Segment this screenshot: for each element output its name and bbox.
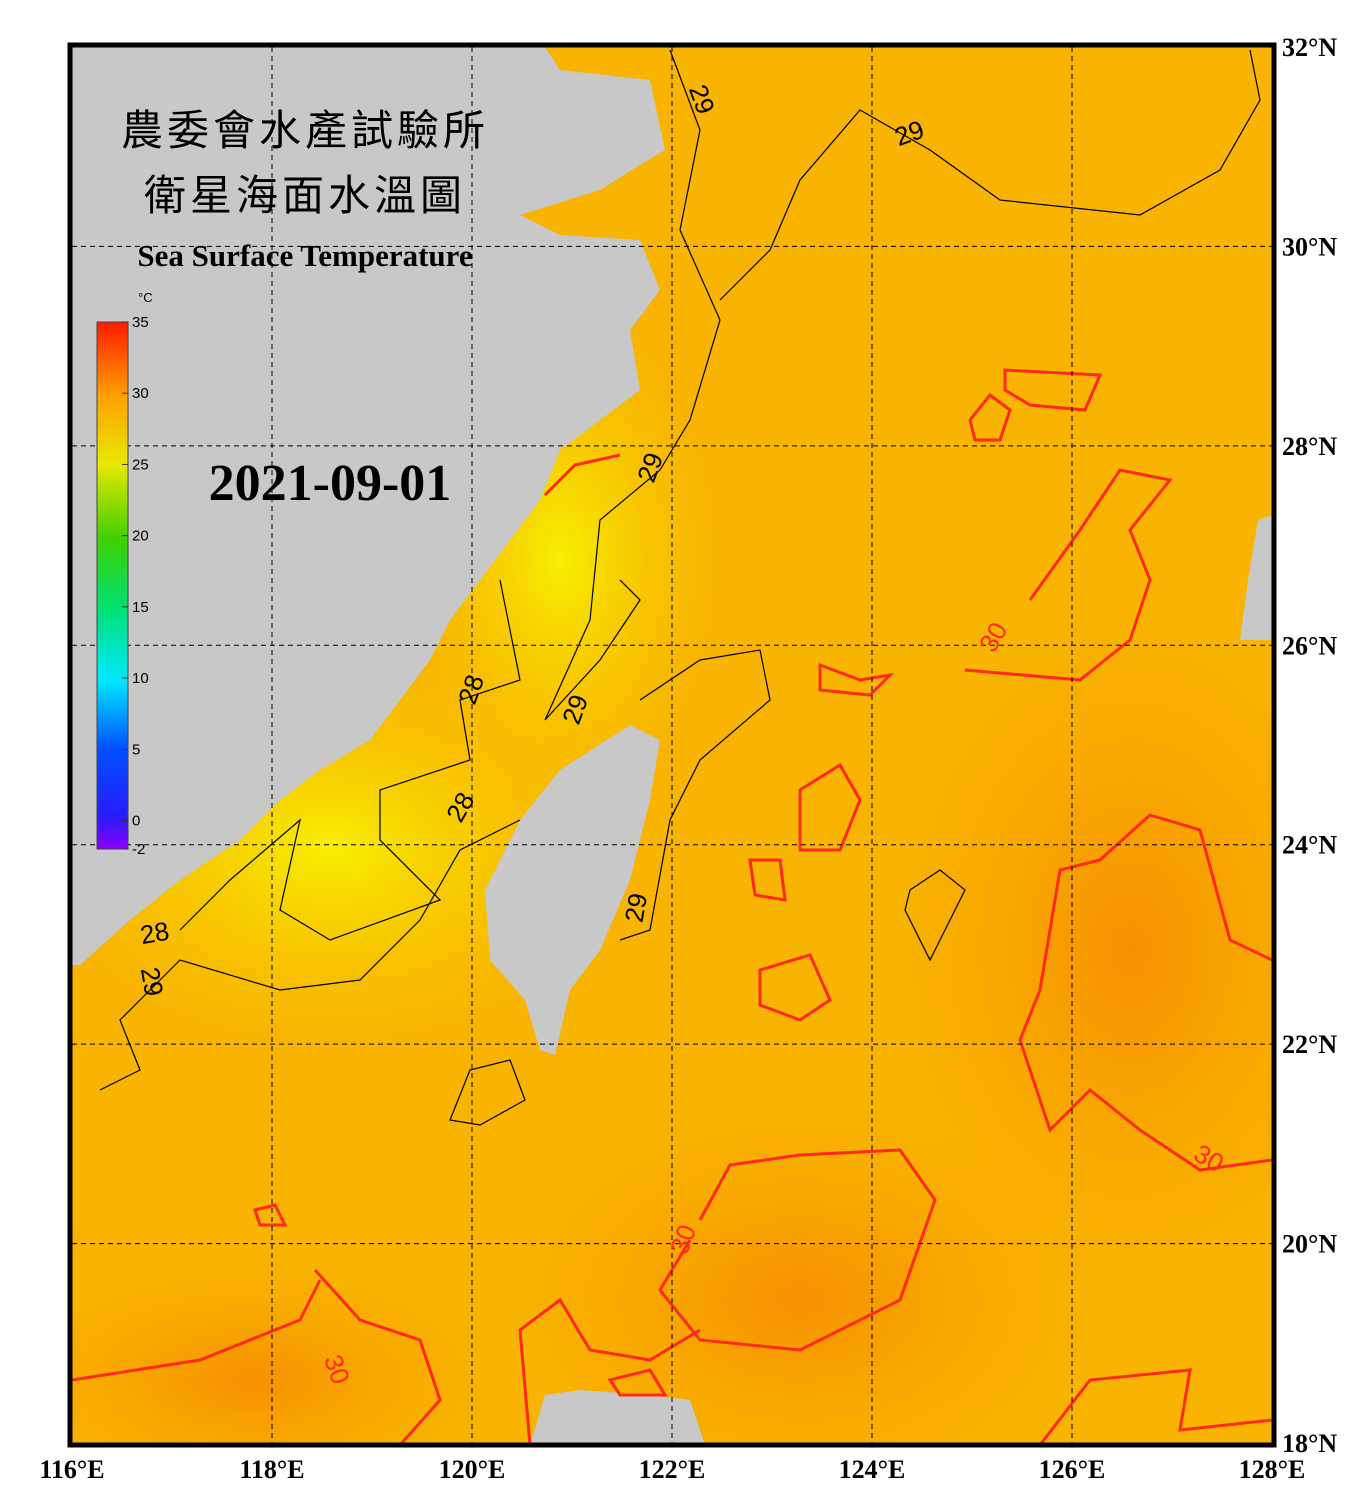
colorbar-tick-label: 35	[132, 314, 149, 331]
contour	[968, 392, 1012, 442]
colorbar-tick-label: 5	[132, 741, 140, 758]
contour	[1039, 1368, 1272, 1443]
contour	[758, 953, 832, 1022]
lon-label: 126°E	[1039, 1455, 1106, 1484]
contour	[179, 579, 521, 941]
contour	[818, 662, 895, 697]
contour	[748, 858, 787, 902]
title-en: Sea Surface Temperature	[137, 238, 472, 273]
lon-label: 128°E	[1239, 1455, 1306, 1484]
lon-label: 120°E	[439, 1455, 506, 1484]
lon-label: 118°E	[239, 1455, 304, 1484]
colorbar-tick-label: 30	[132, 385, 149, 402]
hot-zone	[72, 1260, 500, 1443]
contours-black	[99, 49, 1261, 1126]
lat-label: 24°N	[1282, 831, 1337, 860]
date: 2021-09-01	[209, 455, 452, 512]
colorbar-unit: °C	[138, 290, 153, 305]
lat-label: 28°N	[1282, 432, 1337, 461]
contour	[313, 1268, 442, 1443]
colorbar-ticks: 35 30 25 20 15 10 5 0 -2	[122, 314, 149, 858]
contours-red	[72, 368, 1272, 1443]
lat-label: 32°N	[1282, 33, 1337, 62]
contour	[518, 1297, 701, 1443]
colorbar-tick-label: 15	[132, 599, 149, 616]
contour	[543, 453, 621, 497]
hot-zone	[500, 1100, 1100, 1443]
contour	[72, 1279, 322, 1382]
taiwan	[485, 725, 660, 1055]
title-zh: 農委會水產試驗所	[121, 106, 489, 155]
mainland	[72, 47, 665, 965]
map-frame	[67, 42, 1277, 1448]
contour	[658, 1148, 937, 1352]
luzon	[530, 1390, 705, 1443]
contour	[719, 49, 1261, 301]
colorbar-tick-label: -2	[132, 841, 145, 858]
contour	[1018, 813, 1272, 1172]
contour	[964, 468, 1173, 682]
title-zh: 衛星海面水溫圖	[144, 171, 466, 220]
lon-label: 124°E	[839, 1455, 906, 1484]
colorbar-tick-label: 25	[132, 456, 149, 473]
lon-label: 122°E	[639, 1455, 706, 1484]
contour	[99, 819, 521, 1091]
contour-label: 28	[138, 916, 172, 951]
lat-label: 18°N	[1282, 1429, 1337, 1458]
contour	[619, 649, 771, 941]
colorbar-tick-label: 10	[132, 670, 149, 687]
contour-label: 29	[619, 891, 654, 925]
lat-label: 20°N	[1282, 1230, 1337, 1259]
lon-label: 116°E	[39, 1455, 104, 1484]
contour	[449, 1059, 526, 1126]
lat-label: 30°N	[1282, 232, 1337, 261]
hot-zone	[880, 600, 1272, 1300]
ryukyu	[1240, 515, 1272, 640]
lat-label: 26°N	[1282, 631, 1337, 660]
contour	[904, 869, 966, 962]
colorbar-tick-label: 0	[132, 813, 140, 830]
contour	[1003, 368, 1103, 412]
colorbar	[96, 321, 129, 850]
contour-label: 29	[135, 965, 170, 999]
contour	[607, 1368, 668, 1397]
contour	[253, 1203, 288, 1227]
colorbar-tick-label: 20	[132, 528, 149, 545]
contour	[544, 49, 721, 721]
contour	[798, 762, 862, 852]
lat-label: 22°N	[1282, 1030, 1337, 1059]
